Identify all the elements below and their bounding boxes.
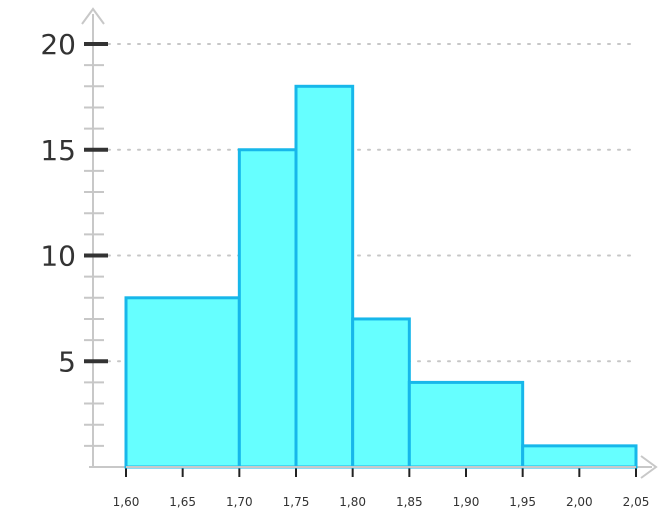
histogram-bar-6 — [521, 444, 638, 469]
x-tick-label-1,60: 1,60 — [113, 495, 140, 509]
histogram-bar-2 — [237, 148, 298, 469]
y-axis-arrow — [81, 7, 105, 25]
histogram-bar-5 — [407, 380, 525, 469]
x-tick-label-1,70: 1,70 — [226, 495, 253, 509]
y-tick-label-10: 10 — [40, 240, 76, 273]
x-tick-label-1,65: 1,65 — [169, 495, 196, 509]
y-tick-label-15: 15 — [40, 134, 76, 167]
y-tick-label-5: 5 — [58, 345, 76, 378]
x-tick-label-1,85: 1,85 — [396, 495, 423, 509]
x-tick-label-1,80: 1,80 — [339, 495, 366, 509]
x-axis-arrow — [640, 455, 658, 479]
histogram-bar-3 — [294, 84, 355, 469]
x-tick-label-1,95: 1,95 — [509, 495, 536, 509]
x-tick-label-1,90: 1,90 — [453, 495, 480, 509]
x-tick-label-1,75: 1,75 — [283, 495, 310, 509]
histogram-bar-1 — [124, 296, 241, 469]
histogram-bar-4 — [351, 317, 411, 469]
x-tick-label-2,05: 2,05 — [623, 495, 650, 509]
y-tick-label-20: 20 — [40, 28, 76, 61]
x-tick-label-2,00: 2,00 — [566, 495, 593, 509]
